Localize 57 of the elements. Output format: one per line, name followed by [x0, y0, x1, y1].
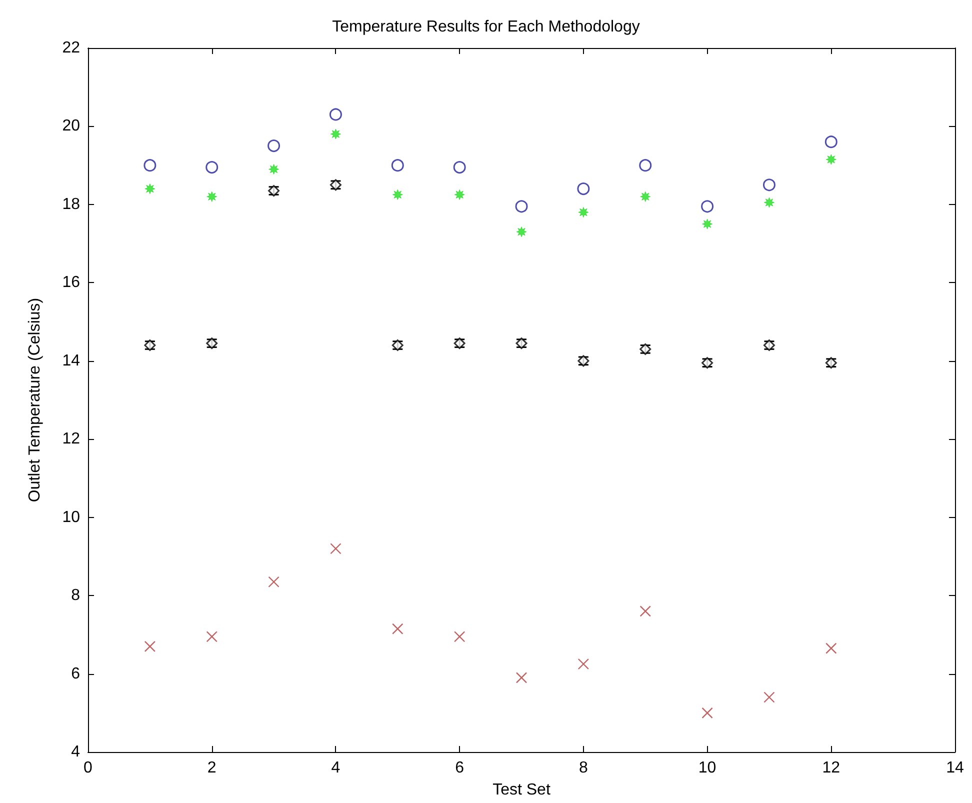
point	[454, 189, 465, 200]
x-tick-label: 6	[455, 760, 464, 776]
point	[391, 159, 404, 172]
x-tick-label: 14	[946, 760, 964, 776]
point	[453, 161, 466, 174]
y-tick-label: 14	[62, 352, 80, 370]
point	[516, 672, 528, 684]
point	[206, 631, 218, 642]
point	[577, 182, 590, 196]
point	[329, 108, 342, 121]
point	[515, 200, 528, 213]
point	[702, 707, 713, 718]
x-tick-label: 2	[207, 760, 216, 776]
y-tick-label: 6	[71, 665, 80, 682]
point	[268, 140, 280, 152]
y-tick-label: 12	[62, 430, 80, 448]
point	[516, 226, 527, 238]
y-tick-label: 16	[62, 274, 80, 292]
point	[764, 197, 774, 208]
point	[268, 164, 280, 174]
point	[392, 189, 403, 200]
point	[206, 161, 218, 174]
x-tick-label: 4	[331, 760, 340, 776]
point	[640, 191, 651, 202]
y-tick-label: 10	[62, 508, 80, 526]
point	[392, 623, 404, 634]
y-tick-label: 18	[62, 196, 80, 213]
x-tick-label: 8	[578, 760, 588, 776]
x-tick-label: 12	[822, 760, 840, 776]
point	[330, 543, 342, 554]
point	[454, 631, 466, 642]
point	[144, 184, 156, 194]
point	[330, 128, 341, 140]
point	[144, 159, 156, 172]
x-tick-label: 0	[84, 760, 93, 776]
point	[639, 159, 652, 172]
point	[762, 178, 776, 192]
y-tick-label: 20	[62, 118, 80, 135]
point	[764, 692, 775, 703]
y-tick-label: 4	[71, 744, 80, 760]
point	[268, 576, 280, 588]
point	[578, 207, 589, 218]
y-tick-label: 8	[71, 587, 80, 604]
point	[702, 218, 713, 230]
point	[640, 606, 651, 617]
chart-title: Temperature Results for Each Methodology	[332, 18, 640, 36]
point	[144, 640, 156, 652]
point	[826, 642, 837, 654]
y-axis-title: Outlet Temperature (Celsius)	[26, 298, 44, 502]
point	[824, 136, 838, 148]
x-axis-title: Test Set	[492, 782, 551, 798]
y-tick-label: 22	[62, 40, 80, 56]
point	[206, 191, 218, 202]
point	[701, 200, 714, 213]
point	[826, 154, 836, 165]
x-tick-label: 10	[698, 760, 716, 776]
point	[578, 658, 590, 670]
